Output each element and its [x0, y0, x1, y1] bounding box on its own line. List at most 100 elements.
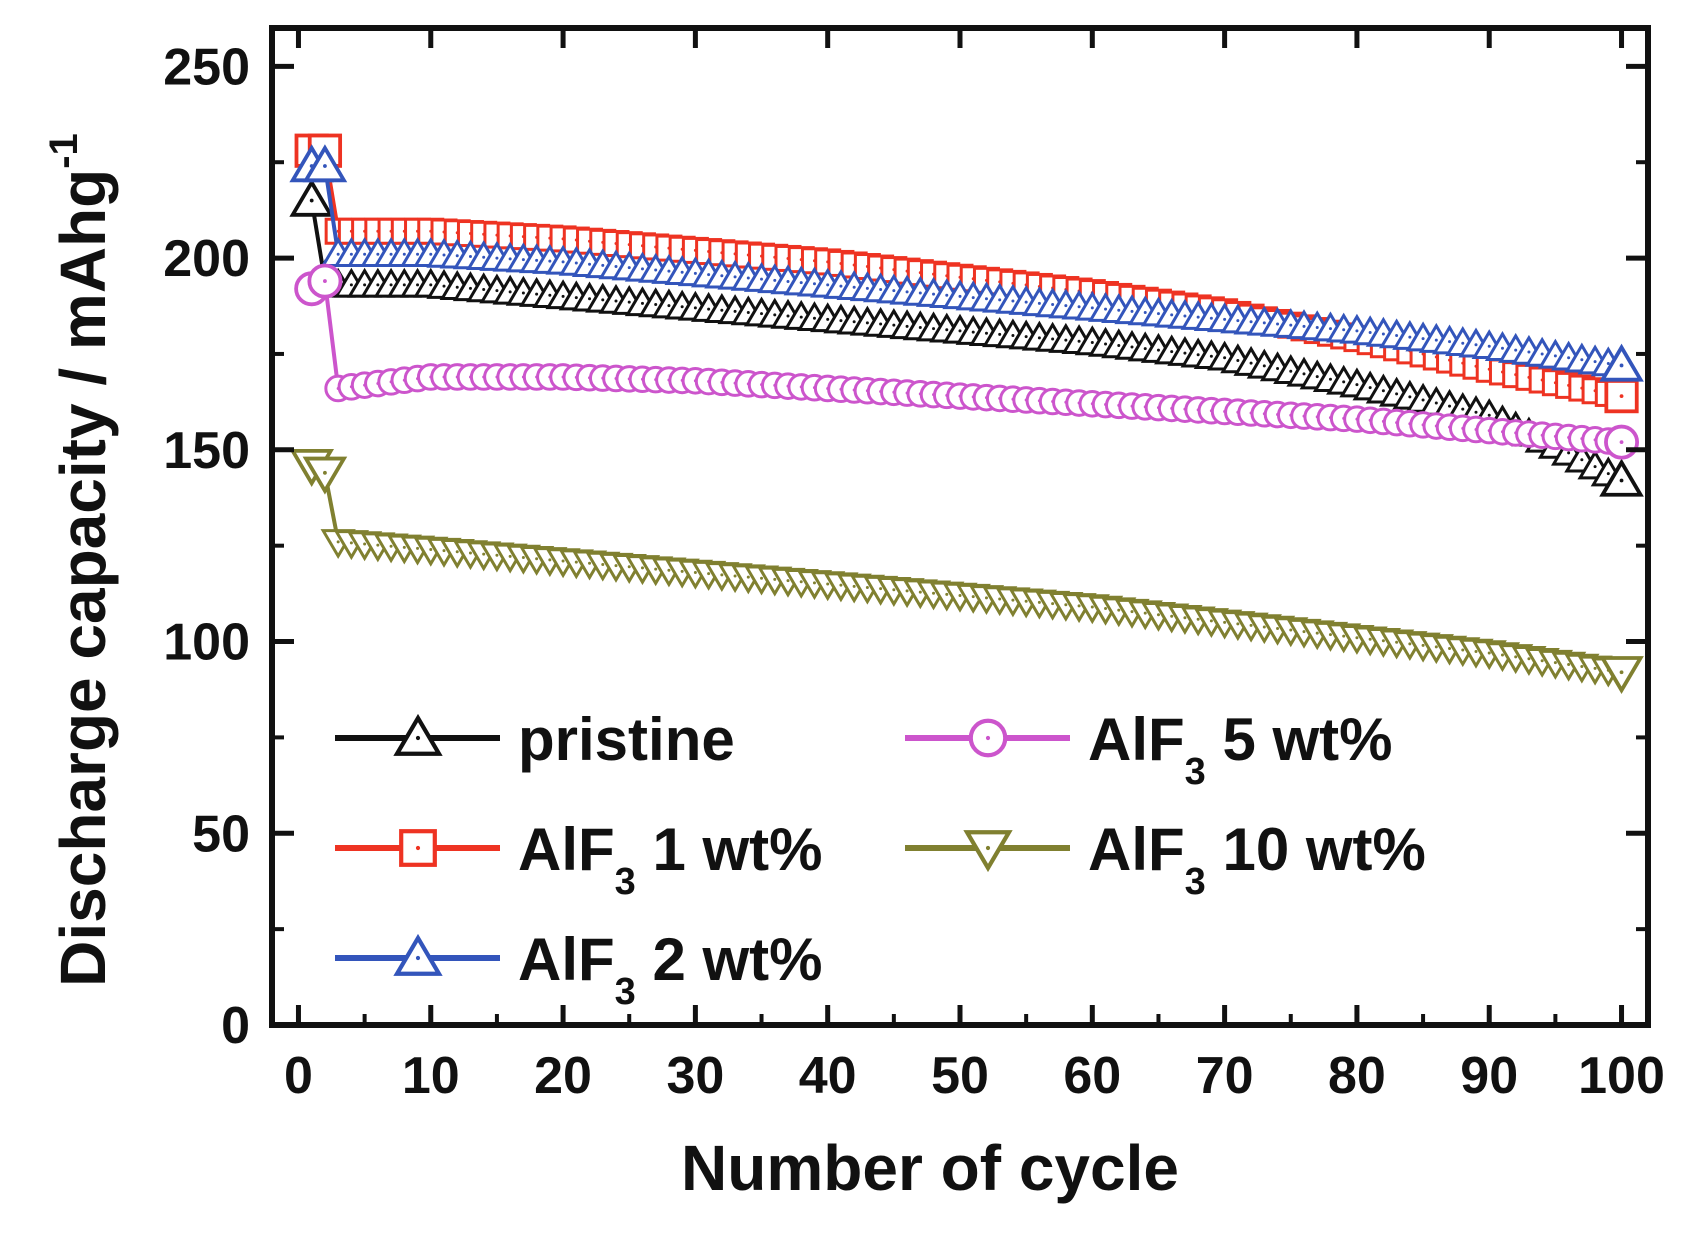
data-point-marker-dot: [1487, 344, 1491, 348]
data-point-marker-dot: [1461, 341, 1465, 345]
data-point-marker-dot: [826, 582, 830, 586]
data-point-marker-dot: [1037, 301, 1041, 305]
data-point-marker-dot: [1315, 375, 1319, 379]
data-point-marker-dot: [958, 294, 962, 298]
series-alf3-10-wt-: [289, 448, 1644, 695]
data-point-marker-dot: [508, 257, 512, 261]
data-point-marker-dot: [1117, 308, 1121, 312]
data-point-marker-dot: [905, 589, 909, 593]
legend-label-tail: 10 wt%: [1206, 816, 1426, 883]
data-point-marker-dot: [1117, 608, 1121, 612]
data-point-marker-dot: [1434, 338, 1438, 342]
legend-label: AlF3 10 wt%: [1088, 816, 1426, 903]
data-point-marker-dot: [1421, 337, 1425, 341]
data-point-marker-dot: [1183, 314, 1187, 318]
data-point-marker-dot: [905, 324, 909, 328]
data-point-marker-dot: [654, 268, 658, 272]
data-point-marker-dot: [508, 290, 512, 294]
data-point-marker-dot: [1077, 339, 1081, 343]
data-point-marker-dot: [984, 331, 988, 335]
data-point-marker-dot: [1580, 664, 1584, 668]
data-point-marker-dot: [627, 266, 631, 270]
x-tick-label: 50: [931, 1047, 989, 1105]
data-point-marker-dot: [1024, 599, 1028, 603]
data-point-marker-dot: [1262, 321, 1266, 325]
data-point-marker-dot: [1209, 354, 1213, 358]
data-point-marker-dot: [1302, 372, 1306, 376]
plot-border: [269, 25, 1651, 1028]
data-point-marker-dot: [746, 575, 750, 579]
data-point-marker-dot: [336, 252, 340, 256]
data-point-marker-dot: [349, 283, 353, 287]
data-point-marker-dot: [561, 260, 565, 264]
data-point-marker-dot: [799, 315, 803, 319]
data-point-marker-dot: [1156, 312, 1160, 316]
data-point-marker-dot: [1540, 352, 1544, 356]
data-point-marker-dot: [323, 164, 327, 168]
data-point-marker-dot: [1421, 643, 1425, 647]
data-point-marker-dot: [336, 540, 340, 544]
data-point-marker-dot: [349, 541, 353, 545]
data-point-marker-dot: [1368, 386, 1372, 390]
data-point-marker-dot: [1381, 639, 1385, 643]
data-point-marker-dot: [1223, 356, 1227, 360]
data-point-marker-dot: [799, 281, 803, 285]
data-point-marker-dot: [852, 320, 856, 324]
data-point-marker-dot: [1143, 347, 1147, 351]
data-point-marker-dot: [667, 304, 671, 308]
data-point-marker-dot: [548, 293, 552, 297]
data-point-marker-dot: [1276, 322, 1280, 326]
data-point-marker-dot: [574, 560, 578, 564]
data-point-marker-dot: [376, 252, 380, 256]
data-point-marker-dot: [402, 252, 406, 256]
data-point-marker-dot: [416, 252, 420, 256]
data-point-marker-dot: [1474, 343, 1478, 347]
data-point-marker-dot: [1130, 610, 1134, 614]
data-point-marker-dot: [1342, 634, 1346, 638]
y-tick-label: 150: [163, 422, 250, 480]
data-point-marker-dot: [1077, 305, 1081, 309]
data-point-marker-dot: [627, 565, 631, 569]
plot-frame: [269, 25, 1651, 1028]
data-point-marker-dot: [323, 279, 327, 283]
data-point-marker-dot: [574, 261, 578, 265]
data-point-marker-dot: [416, 283, 420, 287]
data-point-marker-dot: [1209, 316, 1213, 320]
data-point-marker-dot: [707, 273, 711, 277]
data-point-marker-dot: [1051, 337, 1055, 341]
x-tick-label: 10: [402, 1047, 460, 1105]
data-point-marker-dot: [1289, 323, 1293, 327]
data-point-marker-dot: [1196, 315, 1200, 319]
data-point-marker-dot: [971, 330, 975, 334]
y-axis-title: Discharge capacity / mAhg-1: [42, 133, 119, 987]
data-point-marker-dot: [826, 283, 830, 287]
data-point-marker-dot: [495, 289, 499, 293]
data-point-marker-dot: [1540, 659, 1544, 663]
data-point-marker-dot: [455, 285, 459, 289]
data-point-marker-dot: [971, 595, 975, 599]
x-tick-label: 30: [666, 1047, 724, 1105]
data-point-marker-dot: [429, 283, 433, 287]
data-point-marker-dot: [1315, 631, 1319, 635]
data-point-marker-dot: [918, 590, 922, 594]
data-point-marker-dot: [984, 596, 988, 600]
data-point-marker-dot: [1408, 642, 1412, 646]
data-point-marker-dot: [879, 587, 883, 591]
data-point-marker-dot: [349, 252, 353, 256]
data-point-marker-dot: [707, 307, 711, 311]
data-point-marker-dot: [1090, 340, 1094, 344]
data-point-marker-dot: [826, 317, 830, 321]
data-point-marker-dot: [389, 544, 393, 548]
data-point-marker-dot: [482, 552, 486, 556]
data-point-marker-dot: [680, 569, 684, 573]
series-alf3-2-wt-: [289, 144, 1644, 382]
data-point-marker-dot: [1170, 614, 1174, 618]
data-point-marker-dot: [389, 252, 393, 256]
data-point-marker-dot: [561, 559, 565, 563]
series-pristine: [289, 178, 1644, 497]
data-point-marker-dot: [865, 585, 869, 589]
data-point-marker-dot: [1183, 351, 1187, 355]
data-point-marker-dot: [1619, 478, 1624, 483]
data-point-marker-dot: [1514, 348, 1518, 352]
